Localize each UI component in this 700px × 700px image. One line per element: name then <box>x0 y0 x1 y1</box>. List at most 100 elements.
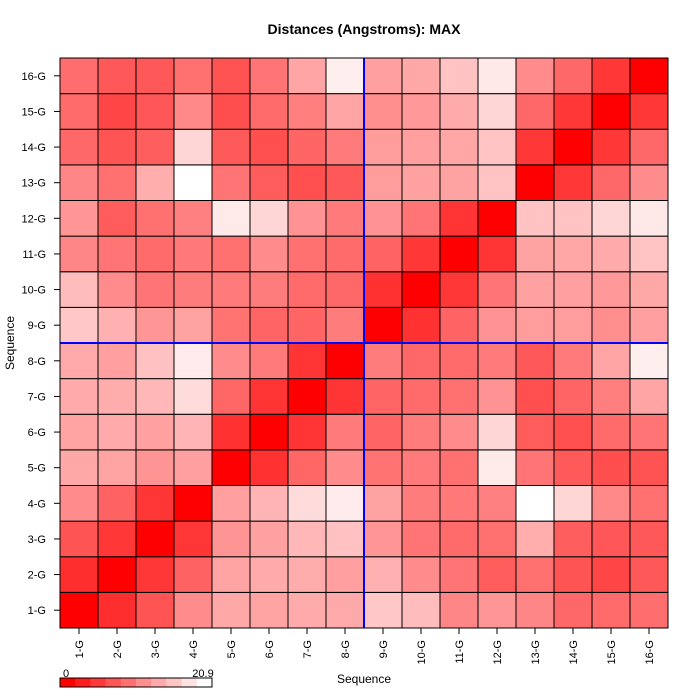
heatmap-cell <box>401 520 441 558</box>
heatmap-cell <box>173 200 213 237</box>
y-tick-label: 8-G <box>28 356 46 368</box>
heatmap-cell <box>59 200 99 237</box>
heatmap-cell <box>59 57 99 95</box>
heatmap-cell <box>515 556 555 593</box>
heatmap-cell <box>249 306 289 344</box>
heatmap-cell <box>135 485 175 522</box>
heatmap-cell <box>363 413 403 451</box>
y-tick-label: 7-G <box>28 391 46 403</box>
colorbar-frame <box>59 677 213 688</box>
colorbar-swatch <box>151 678 167 687</box>
heatmap-cell <box>173 342 213 380</box>
x-tick-label: 4-G <box>188 640 200 658</box>
heatmap-cell <box>249 164 289 201</box>
block-dividers <box>60 58 668 628</box>
heatmap-cell <box>477 200 517 237</box>
heatmap-cell <box>211 128 251 166</box>
heatmap-cell <box>249 200 289 237</box>
y-tick-label: 6-G <box>28 427 46 439</box>
heatmap-cell <box>477 93 517 130</box>
heatmap-cell <box>325 342 365 380</box>
heatmap-cell <box>173 57 213 95</box>
heatmap-cell <box>287 449 327 486</box>
heatmap-cell <box>629 164 669 201</box>
heatmap-cell <box>553 591 593 629</box>
heatmap-cell <box>249 342 289 380</box>
heatmap-cell <box>553 164 593 201</box>
heatmap-cell <box>287 520 327 558</box>
heatmap-cell <box>97 342 137 380</box>
heatmap-cell <box>135 556 175 593</box>
heatmap-cell <box>135 306 175 344</box>
x-tick-label: 14-G <box>568 640 580 664</box>
heatmap-cell <box>97 164 137 201</box>
heatmap-cell <box>477 306 517 344</box>
heatmap-cell <box>211 342 251 380</box>
heatmap-cell <box>553 449 593 486</box>
heatmap-cell <box>363 93 403 130</box>
heatmap-cell <box>591 449 631 486</box>
heatmap-cell <box>401 485 441 522</box>
heatmap-cell <box>591 591 631 629</box>
heatmap-cell <box>515 93 555 130</box>
heatmap-cell <box>363 342 403 380</box>
heatmap-cell <box>515 449 555 486</box>
heatmap-cell <box>629 449 669 486</box>
heatmap-cell <box>59 306 99 344</box>
heatmap-cell <box>211 200 251 237</box>
heatmap-cell <box>173 449 213 486</box>
heatmap-cell <box>135 93 175 130</box>
heatmap-cell <box>287 306 327 344</box>
heatmap-cell <box>173 271 213 308</box>
heatmap-cell <box>59 413 99 451</box>
heatmap-cell <box>363 306 403 344</box>
heatmap-cell <box>287 271 327 308</box>
heatmap-cell <box>439 164 479 201</box>
x-tick-label: 2-G <box>112 640 124 658</box>
heatmap-cell <box>363 200 403 237</box>
heatmap-cell <box>211 164 251 201</box>
heatmap-cell <box>211 271 251 308</box>
heatmap-cell <box>629 235 669 273</box>
heatmap-cell <box>97 591 137 629</box>
heatmap-cell <box>97 57 137 95</box>
heatmap-cell <box>325 413 365 451</box>
heatmap-cell <box>477 413 517 451</box>
heatmap-cell <box>325 485 365 522</box>
heatmap-cell <box>135 164 175 201</box>
x-tick-label: 6-G <box>264 640 276 658</box>
heatmap-cell <box>363 591 403 629</box>
heatmap-cell <box>401 235 441 273</box>
x-tick-label: 5-G <box>226 640 238 658</box>
heatmap-cell <box>629 520 669 558</box>
heatmap-cell <box>59 556 99 593</box>
heatmap-cell <box>629 342 669 380</box>
heatmap-cell <box>401 306 441 344</box>
heatmap-cell <box>97 235 137 273</box>
heatmap-cell <box>401 378 441 415</box>
heatmap-cell <box>325 200 365 237</box>
heatmap-cell <box>97 556 137 593</box>
heatmap-cell <box>515 57 555 95</box>
heatmap-cell <box>629 556 669 593</box>
heatmap-cell <box>211 57 251 95</box>
heatmap-cell <box>591 520 631 558</box>
heatmap-cell <box>515 128 555 166</box>
heatmap-cell <box>591 93 631 130</box>
heatmap-cell <box>477 485 517 522</box>
heatmap-cell <box>477 235 517 273</box>
heatmap-cell <box>629 93 669 130</box>
heatmap-cell <box>325 306 365 344</box>
heatmap-cell <box>97 200 137 237</box>
heatmap-cell <box>629 306 669 344</box>
heatmap-cell <box>401 93 441 130</box>
heatmap-cell <box>591 200 631 237</box>
heatmap-cell <box>135 57 175 95</box>
colorbar-swatch <box>166 678 183 687</box>
plot-frame <box>59 57 669 629</box>
heatmap-cell <box>59 378 99 415</box>
heatmap-cell <box>439 271 479 308</box>
heatmap-cell <box>515 235 555 273</box>
heatmap-cell <box>287 413 327 451</box>
